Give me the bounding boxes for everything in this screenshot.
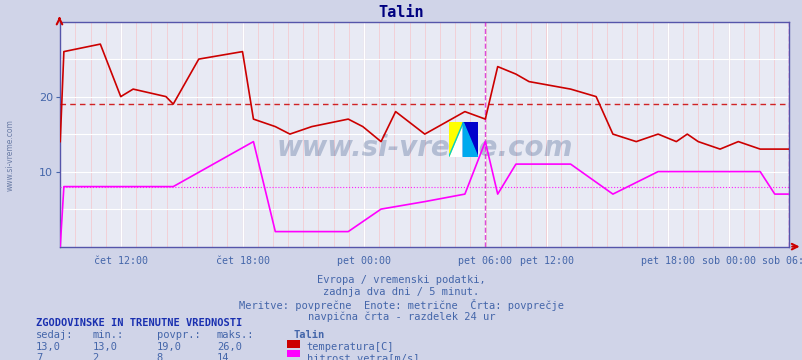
Text: www.si-vreme.com: www.si-vreme.com: [276, 134, 573, 162]
Text: temperatura[C]: temperatura[C]: [306, 342, 394, 352]
Text: 14: 14: [217, 353, 229, 360]
Text: hitrost vetra[m/s]: hitrost vetra[m/s]: [306, 353, 419, 360]
Text: min.:: min.:: [92, 330, 124, 341]
Polygon shape: [448, 122, 463, 157]
Text: zadnja dva dni / 5 minut.: zadnja dva dni / 5 minut.: [323, 287, 479, 297]
Text: www.si-vreme.com: www.si-vreme.com: [6, 119, 15, 191]
Text: čet 12:00: čet 12:00: [94, 256, 148, 266]
Text: 2: 2: [92, 353, 99, 360]
Text: pet 12:00: pet 12:00: [519, 256, 573, 266]
Text: Meritve: povprečne  Enote: metrične  Črta: povprečje: Meritve: povprečne Enote: metrične Črta:…: [239, 299, 563, 311]
Polygon shape: [448, 122, 463, 157]
Text: čet 18:00: čet 18:00: [215, 256, 269, 266]
Text: 7: 7: [36, 353, 43, 360]
Text: povpr.:: povpr.:: [156, 330, 200, 341]
Text: 13,0: 13,0: [36, 342, 61, 352]
Text: ZGODOVINSKE IN TRENUTNE VREDNOSTI: ZGODOVINSKE IN TRENUTNE VREDNOSTI: [36, 318, 242, 328]
Text: 8: 8: [156, 353, 163, 360]
Text: pet 06:00: pet 06:00: [458, 256, 512, 266]
Text: sedaj:: sedaj:: [36, 330, 74, 341]
Text: Talin: Talin: [379, 5, 423, 21]
Text: sob 00:00: sob 00:00: [701, 256, 755, 266]
Text: Evropa / vremenski podatki,: Evropa / vremenski podatki,: [317, 275, 485, 285]
Text: pet 18:00: pet 18:00: [640, 256, 694, 266]
Text: Talin: Talin: [293, 330, 324, 341]
Text: pet 00:00: pet 00:00: [337, 256, 391, 266]
Text: navpična črta - razdelek 24 ur: navpična črta - razdelek 24 ur: [307, 311, 495, 321]
Polygon shape: [463, 122, 477, 157]
Text: maks.:: maks.:: [217, 330, 254, 341]
Text: 19,0: 19,0: [156, 342, 181, 352]
Text: sob 06:00: sob 06:00: [761, 256, 802, 266]
Text: 13,0: 13,0: [92, 342, 117, 352]
Polygon shape: [463, 122, 477, 157]
Text: 26,0: 26,0: [217, 342, 241, 352]
